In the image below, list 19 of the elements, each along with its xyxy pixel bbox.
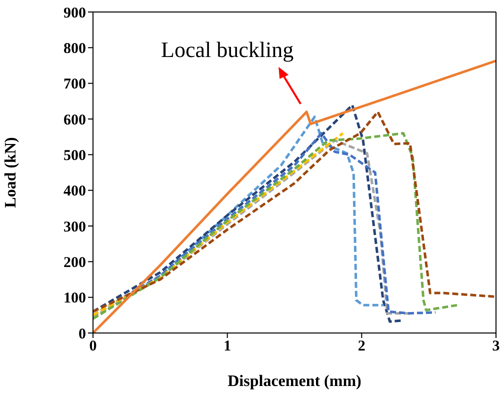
y-tick-label: 100 (64, 290, 86, 307)
x-axis-title: Displacement (mm) (228, 373, 362, 390)
y-axis-title: Load (kN) (2, 137, 20, 208)
y-tick-label: 200 (64, 254, 86, 271)
y-tick-label: 300 (64, 219, 86, 236)
x-tick-label: 0 (89, 338, 97, 355)
y-tick-label: 500 (64, 148, 86, 164)
line-series (93, 110, 496, 313)
y-tick-label: 600 (64, 112, 86, 128)
annotation: Local buckling (161, 36, 294, 62)
y-tick-label: 900 (64, 5, 86, 22)
y-tick-label: 700 (64, 76, 86, 93)
y-tick-label: 400 (64, 184, 86, 200)
y-tick-label: 800 (64, 40, 86, 57)
x-tick-label: 2 (358, 338, 366, 355)
x-tick-label: 3 (492, 338, 500, 355)
x-tick-label: 1 (224, 338, 232, 355)
y-tick-label: 0 (78, 326, 86, 342)
line-series (93, 132, 344, 316)
